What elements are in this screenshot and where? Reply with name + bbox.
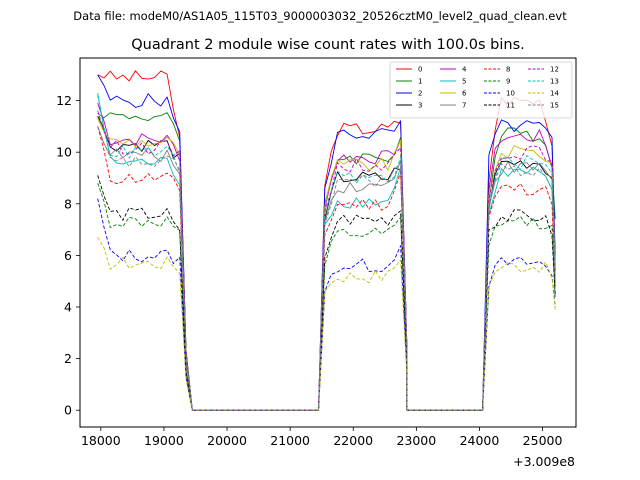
series-line-4	[97, 103, 556, 411]
series-line-15	[97, 126, 556, 411]
series-line-14	[97, 237, 556, 411]
series-line-11	[97, 175, 556, 411]
series-line-6	[97, 118, 556, 411]
series-line-2	[97, 74, 556, 411]
series-layer	[97, 70, 556, 411]
legend-label: 8	[506, 66, 510, 74]
x-tick-label: 20000	[207, 433, 247, 448]
legend-label: 13	[550, 78, 559, 86]
y-tick-label: 6	[64, 248, 72, 263]
axes-frame	[79, 57, 577, 428]
y-tick-label: 4	[64, 300, 72, 315]
x-tick-label: 21000	[270, 433, 310, 448]
x-offset-label: +3.009e8	[513, 454, 575, 469]
y-tick-label: 12	[56, 93, 72, 108]
y-tick-label: 10	[56, 145, 72, 160]
legend-label: 10	[506, 90, 515, 98]
legend-label: 7	[462, 102, 466, 110]
series-line-9	[97, 183, 556, 411]
legend-label: 4	[462, 66, 467, 74]
legend-label: 14	[550, 90, 559, 98]
y-tick-label: 0	[64, 403, 72, 418]
y-axis-ticks: 0 2 4 6 8 10 12	[56, 93, 80, 418]
series-line-3	[97, 115, 556, 411]
legend-box	[389, 61, 573, 119]
x-tick-label: 25000	[523, 433, 563, 448]
y-tick-label: 8	[64, 196, 72, 211]
legend-label: 6	[462, 90, 467, 98]
legend-label: 11	[506, 102, 515, 110]
legend-label: 5	[462, 78, 466, 86]
legend-label: 12	[550, 66, 559, 74]
series-line-13	[97, 95, 556, 411]
legend-label: 3	[418, 102, 422, 110]
x-tick-label: 22000	[333, 433, 373, 448]
x-tick-label: 23000	[396, 433, 436, 448]
plot-area: 18000 19000 20000 21000 22000 23000 24000 25000…	[56, 57, 577, 469]
legend-label: 1	[418, 78, 422, 86]
x-tick-label: 18000	[81, 433, 121, 448]
x-tick-label: 19000	[144, 433, 184, 448]
legend-label: 0	[418, 66, 422, 74]
x-tick-label: 24000	[460, 433, 500, 448]
series-line-5	[97, 92, 556, 411]
chart-title: Quadrant 2 module wise count rates with …	[131, 37, 525, 53]
series-line-7	[97, 126, 556, 411]
series-line-10	[97, 198, 556, 411]
series-line-12	[97, 110, 556, 411]
legend-label: 9	[506, 78, 510, 86]
y-tick-label: 2	[64, 351, 72, 366]
data-file-suptitle: Data file: modeM0/AS1A05_115T03_90000030…	[73, 9, 567, 23]
legend-label: 15	[550, 102, 559, 110]
legend-label: 2	[418, 90, 422, 98]
x-axis-ticks: 18000 19000 20000 21000 22000 23000 24000 25000	[81, 427, 563, 448]
series-line-8	[97, 126, 556, 411]
